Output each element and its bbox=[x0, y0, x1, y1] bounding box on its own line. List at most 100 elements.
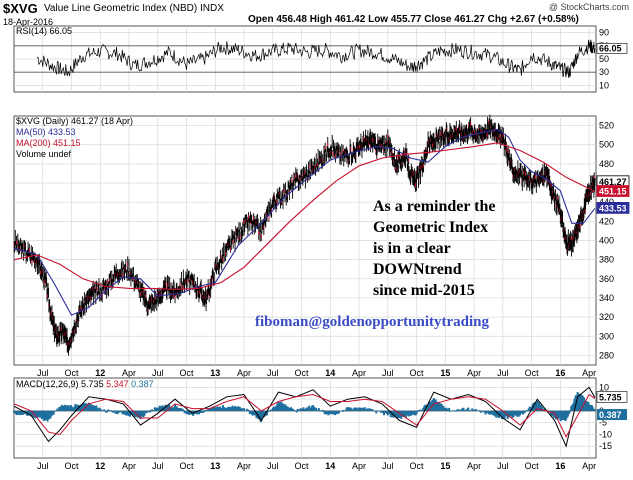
macd-label: MACD(12,26,9) bbox=[16, 379, 79, 389]
ma50-line bbox=[13, 128, 596, 316]
price-tick-label: 380 bbox=[599, 255, 614, 265]
quote-date: 18-Apr-2016 bbox=[3, 17, 54, 27]
ohlc-strip: Open 456.48 High 461.42 Low 455.77 Close… bbox=[248, 14, 579, 25]
price-tick-label: 340 bbox=[599, 293, 614, 303]
price-tick-label: 300 bbox=[599, 331, 614, 341]
price-x-tick-label: 14 bbox=[325, 368, 335, 378]
macd-tick-label: -15 bbox=[599, 441, 612, 451]
macd-tick-label: 10 bbox=[599, 382, 609, 392]
macd-x-tick-label: Jul bbox=[37, 461, 49, 471]
price-x-tick-label: Oct bbox=[295, 368, 310, 378]
symbol: $XVG bbox=[3, 1, 38, 16]
watermark: @ StockCharts.com bbox=[548, 2, 629, 12]
index-name: Value Line Geometric Index (NBD) bbox=[44, 3, 198, 14]
macd-x-tick-label: Oct bbox=[65, 461, 80, 471]
high-value: 461.42 bbox=[334, 14, 366, 25]
price-x-tick-label: 12 bbox=[95, 368, 105, 378]
price-x-tick-label: Jul bbox=[152, 368, 164, 378]
price-x-tick-label: Jul bbox=[382, 368, 394, 378]
price-tick-label: 480 bbox=[599, 159, 614, 169]
ma200-legend: MA(200) 451.15 bbox=[16, 138, 81, 148]
macd-tick-label: -5 bbox=[599, 418, 607, 428]
macd-x-tick-label: 15 bbox=[440, 461, 450, 471]
price-last-box bbox=[596, 201, 630, 214]
rsi-tick-label: 50 bbox=[599, 54, 609, 64]
macd-x-tick-label: 13 bbox=[210, 461, 220, 471]
chg-label: Chg bbox=[487, 14, 508, 25]
annotation-line: since mid-2015 bbox=[373, 282, 475, 299]
macd-x-tick-label: Oct bbox=[180, 461, 195, 471]
annotation-line: DOWNtrend bbox=[373, 261, 462, 278]
close-value: 461.27 bbox=[454, 14, 485, 25]
macd-legend: MACD(12,26,9) 5.735 5.347 0.387 bbox=[16, 379, 154, 389]
price-last-label: 451.15 bbox=[599, 187, 627, 197]
close-label: Close bbox=[424, 14, 452, 25]
macd-x-tick-label: Apr bbox=[467, 461, 481, 471]
price-tick-label: 520 bbox=[599, 121, 614, 131]
rsi-legend: RSI(14) 66.05 bbox=[16, 26, 73, 36]
price-tick-label: 500 bbox=[599, 140, 614, 150]
macd-x-tick-label: Jul bbox=[382, 461, 394, 471]
macd-x-tick-label: Jul bbox=[497, 461, 509, 471]
macd-x-tick-label: Apr bbox=[237, 461, 251, 471]
high-label: High bbox=[309, 14, 332, 25]
macd-x-tick-label: 14 bbox=[325, 461, 335, 471]
price-legend: $XVG (Daily) 461.27 (18 Apr) bbox=[16, 116, 134, 126]
macd-x-tick-label: Oct bbox=[295, 461, 310, 471]
volume-legend: Volume undef bbox=[16, 149, 72, 159]
price-tick-label: 420 bbox=[599, 216, 614, 226]
rsi-tick-label: 90 bbox=[599, 28, 609, 38]
annotation-line: As a reminder the bbox=[373, 198, 496, 215]
macd-x-tick-label: Oct bbox=[410, 461, 425, 471]
price-x-tick-label: Jul bbox=[37, 368, 49, 378]
macd-x-tick-label: Jul bbox=[267, 461, 279, 471]
price-x-tick-label: Jul bbox=[497, 368, 509, 378]
exchange: INDX bbox=[200, 3, 224, 14]
price-tick-label: 400 bbox=[599, 236, 614, 246]
price-x-tick-label: 13 bbox=[210, 368, 220, 378]
price-tick-label: 280 bbox=[599, 350, 614, 360]
macd-tick-label: -10 bbox=[599, 429, 612, 439]
chg-value: +2.67 (+0.58%) bbox=[509, 14, 579, 25]
price-x-tick-label: Apr bbox=[467, 368, 481, 378]
histogram-last-label: 0.387 bbox=[599, 410, 622, 420]
price-x-tick-label: Apr bbox=[352, 368, 366, 378]
annotation-line: Geometric Index bbox=[373, 219, 489, 236]
price-x-tick-label: Apr bbox=[237, 368, 251, 378]
rsi-last-box bbox=[596, 43, 628, 54]
annotation-line: is in a clear bbox=[373, 240, 451, 257]
ma50-legend: MA(50) 433.53 bbox=[16, 127, 76, 137]
rsi-line bbox=[36, 39, 596, 78]
annotation-text: As a reminder the Geometric Index is in … bbox=[373, 196, 496, 301]
macd-last-box bbox=[596, 391, 628, 403]
price-x-tick-label: 15 bbox=[440, 368, 450, 378]
open-label: Open bbox=[248, 14, 274, 25]
macd-x-tick-label: Apr bbox=[352, 461, 366, 471]
rsi-tick-label: 30 bbox=[599, 67, 609, 77]
price-tick-label: 320 bbox=[599, 312, 614, 322]
price-last-label: 433.53 bbox=[599, 203, 627, 213]
price-last-label: 461.27 bbox=[599, 177, 627, 187]
price-x-tick-label: Jul bbox=[267, 368, 279, 378]
macd-x-tick-label: Oct bbox=[525, 461, 540, 471]
macd-x-tick-label: Apr bbox=[122, 461, 136, 471]
macd-x-tick-label: 16 bbox=[555, 461, 565, 471]
price-x-tick-label: Oct bbox=[525, 368, 540, 378]
low-value: 455.77 bbox=[390, 14, 422, 25]
macd-x-tick-label: Jul bbox=[152, 461, 164, 471]
ma200-line bbox=[13, 142, 596, 290]
rsi-last-label: 66.05 bbox=[599, 43, 622, 53]
price-last-box bbox=[596, 185, 630, 197]
price-x-tick-label: Oct bbox=[180, 368, 195, 378]
rsi-tick-label: 10 bbox=[599, 80, 609, 90]
low-label: Low bbox=[368, 14, 389, 25]
open-value: 456.48 bbox=[276, 14, 307, 25]
price-x-tick-label: Oct bbox=[65, 368, 80, 378]
histogram-value: 0.387 bbox=[131, 379, 154, 389]
histogram-last-box bbox=[597, 409, 627, 421]
signal-value: 5.347 bbox=[106, 379, 129, 389]
price-x-tick-label: Apr bbox=[582, 368, 596, 378]
price-tick-label: 360 bbox=[599, 274, 614, 284]
macd-last-label: 5.735 bbox=[599, 392, 622, 402]
price-x-tick-label: Apr bbox=[122, 368, 136, 378]
